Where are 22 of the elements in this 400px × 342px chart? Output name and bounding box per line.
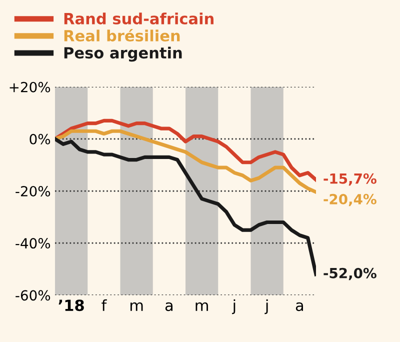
y-tick-label: 0%	[30, 134, 50, 144]
text: -15,7%	[324, 173, 376, 186]
legend-label: Rand sud-africain	[64, 12, 214, 24]
x-tick-label: m	[130, 302, 143, 311]
line-series	[55, 137, 316, 276]
legend-label: Real brésilien	[64, 29, 180, 42]
x-tick-label: ’18	[58, 300, 84, 312]
text: -20,4%	[324, 194, 376, 206]
line-series	[55, 129, 316, 194]
x-tick-label: f	[102, 299, 107, 311]
x-tick-label: a	[165, 302, 172, 312]
y-tick-label: -40%	[16, 238, 50, 249]
y-tick-label: +20%	[10, 82, 50, 92]
x-tick-label: a	[296, 302, 303, 312]
x-tick-label: m	[196, 302, 208, 311]
legend-label: Peso argentin	[64, 46, 182, 62]
text: -52,0%	[324, 268, 376, 280]
x-tick-label: j	[264, 299, 268, 314]
y-tick-label: -20%	[16, 186, 50, 196]
line-series	[55, 118, 316, 182]
y-tick-label: -60%	[16, 290, 50, 301]
x-tick-label: j	[232, 299, 236, 314]
